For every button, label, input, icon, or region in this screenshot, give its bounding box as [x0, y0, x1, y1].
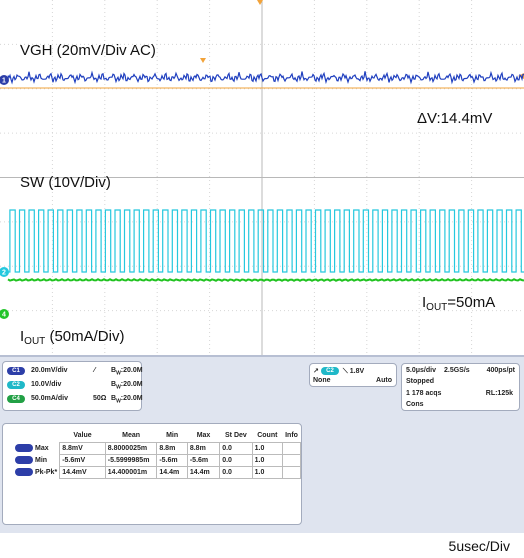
c4-termination: 50Ω [93, 395, 107, 402]
scope-display: 1 2 4 VGH (20mV/Div AC) ΔV:14.4mV SW (10V/… [0, 0, 524, 355]
ripple-annotation: ΔV:14.4mV [417, 110, 493, 127]
header-info: Info [285, 432, 298, 440]
record-length: RL:125k [485, 390, 513, 397]
measurement-cell: -5.6m [186, 453, 221, 467]
measurement-cell [282, 465, 301, 479]
measurement-row: Pk-Pk* 14.4mV 14.400001m 14.4m 14.4m 0.0 1.0 [13, 465, 301, 479]
c1-scale: 20.0mV/div [31, 367, 68, 374]
measurement-row: Max 8.8mV 8.8000025m 8.8m 8.8m 0.0 1.0 [13, 441, 301, 455]
measurement-cell: 0.0 [219, 465, 253, 479]
acq-mode: Cons [406, 401, 424, 408]
trigger-channel-badge: C2 [320, 367, 339, 376]
trigger-edge-icon: ⟍ [342, 368, 348, 375]
trigger-mode-right: Auto [376, 377, 392, 384]
measurement-source-badge [15, 456, 33, 464]
time-per-div: 5.0μs/div [406, 367, 436, 374]
ch4-ground-marker [0, 309, 9, 319]
c2-bandwidth: BW:20.0M [111, 381, 143, 391]
resolution: 400ps/pt [486, 367, 515, 374]
measurement-cell: 14.4m [156, 465, 188, 479]
measurement-name: Min [13, 454, 60, 466]
measurement-cell: 0.0 [219, 453, 253, 467]
channel-row-c1: C1 20.0mV/div ⁄ BW:20.0M [7, 367, 143, 376]
trigger-position-marker [257, 0, 263, 5]
measurement-cell: 8.8mV [59, 441, 106, 455]
iout-dc-trace [7, 278, 524, 282]
sw-square-trace [8, 209, 524, 273]
measurement-cell: 14.4m [186, 465, 221, 479]
header-max: Max [196, 432, 211, 440]
timebase-label: 5usec/Div [448, 538, 510, 554]
acq-count: 1 178 acqs [406, 390, 442, 397]
trigger-row: ↗ C2 ⟍ 1.8V [313, 367, 364, 376]
ch2-ground-marker [0, 267, 9, 277]
vgh-ripple-trace [7, 70, 524, 85]
ch1-ground-marker-label: 1 [2, 78, 6, 85]
header-value: Value [73, 432, 92, 440]
c1-badge: C1 [7, 367, 25, 375]
measurement-cell: 1.0 [251, 441, 284, 455]
measurement-cell: 8.8m [186, 441, 221, 455]
trigger-slope-icon: ↗ [313, 368, 319, 375]
vgh-label: VGH (20mV/Div AC) [20, 42, 156, 59]
scope-info-panel: C1 20.0mV/div ⁄ BW:20.0M C2 10.0V/div BW… [0, 355, 524, 533]
iout-label: IOUT (50mA/Div) [20, 328, 125, 347]
measurement-row: Min -5.6mV -5.5999985m -5.6m -5.6m 0.0 1.0 [13, 453, 301, 467]
measurement-name: Max [13, 442, 60, 454]
measurement-name: Pk-Pk* [13, 466, 60, 478]
header-mean: Mean [122, 432, 141, 440]
header-stdev: St Dev [225, 432, 247, 440]
trigger-point-marker [200, 58, 206, 63]
c1-bandwidth: BW:20.0M [111, 367, 143, 377]
measurement-cell: 0.0 [219, 441, 253, 455]
ac-coupling-icon: ⁄ [94, 367, 96, 374]
c4-bandwidth: BW:20.0M [111, 395, 143, 405]
header-count: Count [257, 432, 278, 440]
measurement-cell: -5.6m [156, 453, 188, 467]
measurement-cell: 1.0 [251, 453, 284, 467]
iout-value-annotation: IOUT=50mA [422, 294, 496, 313]
measurement-cell: -5.6mV [59, 453, 106, 467]
ch2-ground-marker-label: 2 [2, 270, 6, 277]
measurement-cell: 14.4mV [59, 465, 106, 479]
ch4-ground-marker-label: 4 [2, 312, 6, 319]
acq-state: Stopped [406, 378, 434, 385]
measurement-cell [282, 441, 301, 455]
measurement-source-badge [15, 468, 33, 476]
measurement-box[interactable]: Value Mean Min Max St Dev Count Info Max… [2, 423, 302, 525]
channel-row-c2: C2 10.0V/div BW:20.0M [7, 381, 143, 390]
c4-badge: C4 [7, 395, 25, 403]
trigger-level: 1.8V [349, 368, 365, 375]
channel-row-c4: C4 50.0mA/div 50Ω BW:20.0M [7, 395, 143, 404]
c2-badge: C2 [7, 381, 25, 389]
trigger-mode-left: None [313, 377, 331, 384]
measurement-source-badge [15, 444, 33, 452]
acquisition-box[interactable]: 5.0μs/div 2.5GS/s 400ps/pt Stopped 1 178… [401, 363, 520, 411]
sample-rate: 2.5GS/s [444, 367, 470, 374]
measurement-cell: 14.400001m [104, 465, 158, 479]
channel-settings-box[interactable]: C1 20.0mV/div ⁄ BW:20.0M C2 10.0V/div BW… [2, 361, 143, 411]
c4-scale: 50.0mA/div [31, 395, 68, 402]
ch1-ground-marker [0, 75, 9, 85]
measurement-cell: 8.8000025m [104, 441, 158, 455]
waveform-plot: 1 2 4 [0, 0, 524, 355]
sw-label: SW (10V/Div) [20, 174, 111, 191]
c2-scale: 10.0V/div [31, 381, 62, 388]
header-min: Min [166, 432, 179, 440]
measurement-cell: -5.5999985m [104, 453, 158, 467]
measurement-header: Value Mean Min Max St Dev Count Info [13, 430, 301, 442]
measurement-cell: 8.8m [156, 441, 188, 455]
measurement-table: Value Mean Min Max St Dev Count Info Max… [13, 430, 301, 479]
measurement-cell: 1.0 [251, 465, 284, 479]
measurement-cell [282, 453, 301, 467]
trigger-settings-box[interactable]: ↗ C2 ⟍ 1.8V None Auto [309, 363, 397, 387]
